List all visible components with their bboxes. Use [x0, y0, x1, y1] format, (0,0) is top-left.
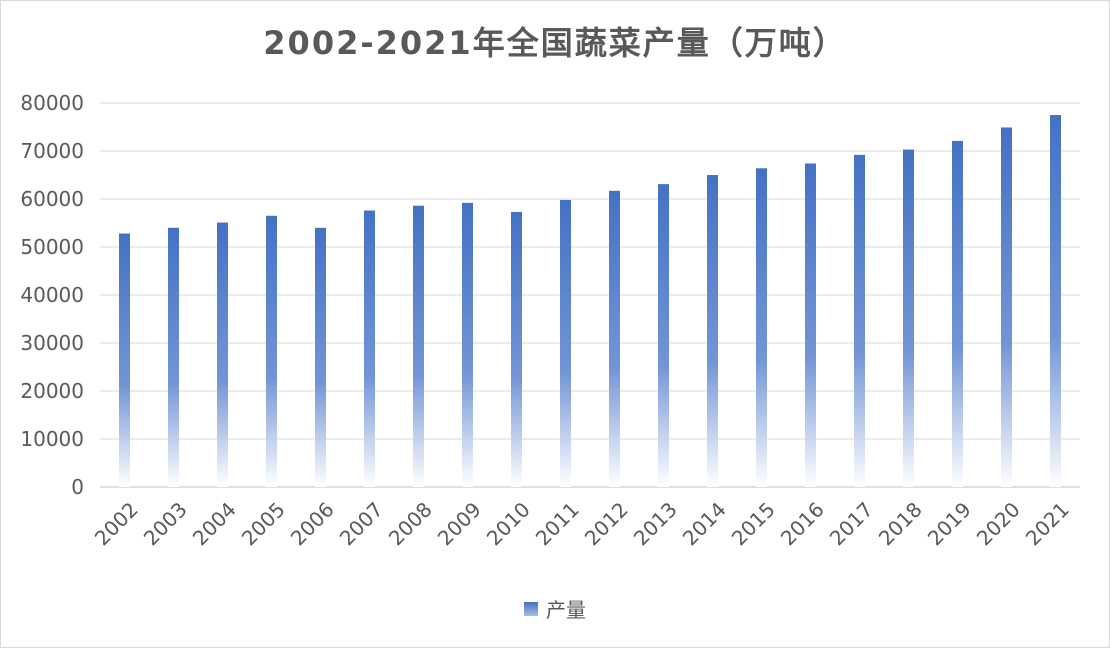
bar-2008 — [413, 205, 424, 487]
x-tick-label: 2016 — [776, 497, 829, 550]
x-tick-label: 2008 — [384, 497, 437, 550]
x-tick-label: 2021 — [1021, 497, 1074, 550]
x-tick-label: 2005 — [237, 497, 290, 550]
gridlines — [100, 102, 1080, 488]
x-axis-ticks: 2002200320042005200620072008200920102011… — [90, 497, 1074, 550]
y-tick-label: 40000 — [20, 283, 84, 307]
bar-2010 — [511, 211, 522, 487]
legend-label: 产量 — [546, 598, 586, 622]
bar-2003 — [168, 227, 179, 488]
y-tick-label: 60000 — [20, 187, 84, 211]
x-tick-label: 2012 — [580, 497, 633, 550]
x-tick-label: 2003 — [139, 497, 192, 550]
x-tick-label: 2020 — [972, 497, 1025, 550]
y-tick-label: 30000 — [20, 331, 84, 355]
y-tick-label: 80000 — [20, 91, 84, 115]
bar-2015 — [756, 168, 767, 487]
bars — [119, 115, 1061, 488]
x-tick-label: 2018 — [874, 497, 927, 550]
x-tick-label: 2015 — [727, 497, 780, 550]
y-tick-label: 50000 — [20, 235, 84, 259]
bar-2007 — [364, 210, 375, 487]
bar-2012 — [609, 190, 620, 487]
bar-2020 — [1001, 127, 1012, 487]
x-tick-label: 2009 — [433, 497, 486, 550]
x-tick-label: 2010 — [482, 497, 535, 550]
x-tick-label: 2019 — [923, 497, 976, 550]
bar-2016 — [805, 163, 816, 488]
y-tick-label: 20000 — [20, 379, 84, 403]
x-tick-label: 2011 — [531, 497, 584, 550]
legend: 产量 — [0, 594, 1110, 623]
x-tick-label: 2004 — [188, 497, 241, 550]
x-tick-label: 2002 — [90, 497, 143, 550]
bar-2004 — [217, 222, 228, 487]
bar-2017 — [854, 154, 865, 487]
bar-2009 — [462, 202, 473, 487]
x-tick-label: 2007 — [335, 497, 388, 550]
bar-2019 — [952, 140, 963, 488]
bar-2021 — [1050, 115, 1061, 487]
bar-2013 — [658, 184, 669, 487]
y-axis-ticks: 0 10000 20000 30000 40000 50000 60000 70000 8000… — [20, 91, 84, 499]
y-tick-label: 10000 — [20, 427, 84, 451]
x-tick-label: 2017 — [825, 497, 878, 550]
bar-2006 — [315, 227, 326, 488]
bar-2002 — [119, 233, 130, 487]
x-tick-label: 2014 — [678, 497, 731, 550]
bar-2014 — [707, 175, 718, 487]
x-tick-label: 2013 — [629, 497, 682, 550]
y-tick-label: 70000 — [20, 139, 84, 163]
x-tick-label: 2006 — [286, 497, 339, 550]
bar-2011 — [560, 199, 571, 487]
y-tick-label: 0 — [71, 475, 84, 499]
bar-2018 — [903, 149, 914, 487]
legend-swatch — [524, 601, 538, 616]
bar-2005 — [266, 215, 277, 488]
chart-title: 2002-2021年全国蔬菜产量（万吨） — [263, 24, 847, 62]
